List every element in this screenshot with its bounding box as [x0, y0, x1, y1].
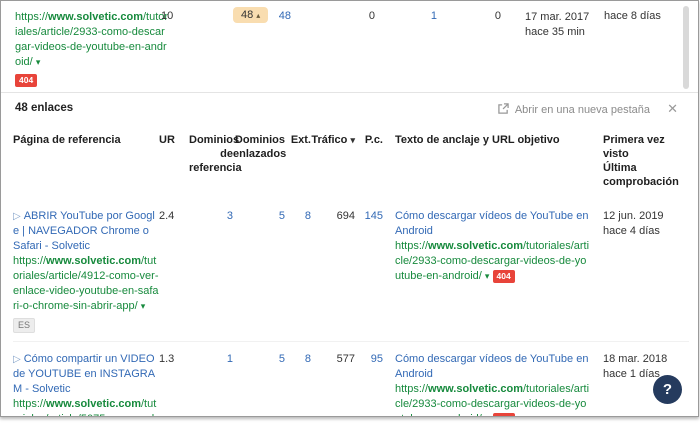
ext-link[interactable]: 8: [304, 353, 311, 365]
open-new-tab-link[interactable]: Abrir en una nueva pestaña: [498, 103, 650, 116]
url-domain: www.solvetic.com: [48, 11, 143, 23]
help-button[interactable]: ?: [653, 375, 682, 404]
caret-down-icon[interactable]: ▾: [485, 414, 490, 416]
referring-page-title-link[interactable]: ▷ Cómo compartir un VIDEO de YOUTUBE en I…: [13, 353, 156, 395]
internal-links-count: 10: [161, 10, 174, 22]
language-badge: ES: [13, 318, 36, 333]
col-header-pc: P.c.: [364, 134, 383, 146]
count-cell-2: 0: [494, 10, 501, 22]
backlink-row: ▷ ABRIR YouTube por Google | NAVEGADOR Ch…: [13, 199, 689, 342]
last-check-date: hace 1 días: [603, 368, 660, 380]
ref-domains-link[interactable]: 3: [226, 210, 233, 222]
links-table: Página de referencia UR Dominios de refe…: [13, 129, 689, 416]
last-check-date: hace 4 días: [603, 225, 660, 237]
referring-page-title-link[interactable]: ▷ ABRIR YouTube por Google | NAVEGADOR Ch…: [13, 210, 155, 252]
target-status-badge: 404: [492, 413, 515, 416]
col-header-traffic-sort[interactable]: Tráfico ▾: [311, 134, 355, 146]
url-scheme: https://: [15, 11, 49, 23]
target-url-link[interactable]: https://www.solvetic.com/tutoriales/arti…: [395, 240, 590, 282]
pc-link[interactable]: 95: [370, 353, 383, 365]
ur-cell: 1.3: [159, 341, 189, 416]
table-header-row: Página de referencia UR Dominios de refe…: [13, 129, 689, 199]
traffic-cell: 577: [311, 341, 355, 416]
referring-page-cell: ▷ ABRIR YouTube por Google | NAVEGADOR Ch…: [13, 199, 159, 342]
dates-cell: 12 jun. 2019 hace 4 días: [591, 199, 689, 342]
referring-page-url-link[interactable]: https://www.solvetic.com/tutoriales/arti…: [13, 398, 158, 416]
ext-link[interactable]: 8: [304, 210, 311, 222]
scrollbar-thumb[interactable]: [683, 6, 689, 89]
col-header-dates: Primera vez visto Última comprobación: [591, 129, 689, 199]
links-count-link[interactable]: 48: [278, 10, 291, 22]
referring-page-cell: ▷ Cómo compartir un VIDEO de YOUTUBE en I…: [13, 341, 159, 416]
referring-url-block: https://www.solvetic.com/tutoriales/arti…: [15, 10, 169, 88]
first-seen-date: 18 mar. 2018: [603, 353, 668, 365]
status-404-badge: 404: [15, 74, 38, 87]
anchor-text-link[interactable]: Cómo descargar vídeos de YouTube en Andr…: [395, 210, 589, 237]
ur-cell: 2.4: [159, 210, 175, 222]
target-status-badge: 404: [492, 270, 515, 283]
col-header-ref-domains: Dominios de referencia: [189, 134, 242, 174]
anchor-text-link[interactable]: Cómo descargar vídeos de YouTube en Andr…: [395, 353, 589, 380]
url-path: /tutoriales/article/2933-como-descargar-…: [15, 11, 169, 68]
caret-down-icon[interactable]: ▾: [35, 57, 41, 67]
linked-domains-link[interactable]: 5: [278, 210, 285, 222]
col-header-ext: Ext.: [290, 134, 311, 146]
close-icon[interactable]: ✕: [667, 101, 678, 116]
anchor-cell: Cómo descargar vídeos de YouTube en Andr…: [383, 199, 591, 342]
col-header-referring-page: Página de referencia: [13, 134, 121, 146]
play-outline-icon: ▷: [13, 354, 21, 365]
ref-domains-link[interactable]: 1: [226, 353, 233, 365]
traffic-cell: 694: [336, 210, 355, 222]
caret-up-icon: ▴: [256, 11, 261, 20]
sort-down-icon: ▾: [350, 135, 355, 145]
first-seen-ago: hace 35 min: [525, 26, 585, 38]
count-cell: 0: [368, 10, 375, 22]
col-header-ur: UR: [159, 134, 175, 146]
referring-url-link[interactable]: https://www.solvetic.com/tutoriales/arti…: [15, 11, 168, 68]
first-seen-cell: 17 mar. 2017 hace 35 min: [525, 10, 589, 40]
target-url-link[interactable]: https://www.solvetic.com/tutoriales/arti…: [395, 383, 589, 416]
count-link[interactable]: 1: [430, 10, 437, 22]
highlighted-count-cell: 48 ▴: [233, 7, 269, 23]
col-header-anchor: Texto de anclaje y URL objetivo: [395, 134, 560, 146]
anchor-cell: Cómo descargar vídeos de YouTube en Andr…: [383, 341, 591, 416]
caret-down-icon[interactable]: ▾: [484, 271, 490, 281]
source-row-panel: https://www.solvetic.com/tutoriales/arti…: [1, 1, 698, 93]
first-seen-date: 12 jun. 2019: [603, 210, 664, 222]
backlink-row: ▷ Cómo compartir un VIDEO de YOUTUBE en I…: [13, 341, 689, 416]
col-header-linked-domains: Dominios enlazados: [233, 134, 287, 160]
external-link-icon: [498, 103, 515, 116]
col-header-last-check: Última comprobación: [603, 162, 679, 188]
open-new-tab-label: Abrir en una nueva pestaña: [514, 104, 650, 116]
last-check-cell: hace 8 días: [604, 10, 661, 22]
pc-link[interactable]: 145: [364, 210, 383, 222]
caret-down-icon[interactable]: ▾: [140, 301, 146, 311]
highlighted-count-value: 48: [241, 9, 254, 21]
col-header-first-seen: Primera vez visto: [603, 134, 665, 160]
play-outline-icon: ▷: [13, 211, 21, 222]
first-seen-date: 17 mar. 2017: [525, 11, 590, 23]
referring-page-url-link[interactable]: https://www.solvetic.com/tutoriales/arti…: [13, 255, 159, 312]
linked-domains-link[interactable]: 5: [278, 353, 285, 365]
panel-title: 48 enlaces: [15, 102, 74, 114]
highlighted-count-badge[interactable]: 48 ▴: [233, 7, 269, 23]
